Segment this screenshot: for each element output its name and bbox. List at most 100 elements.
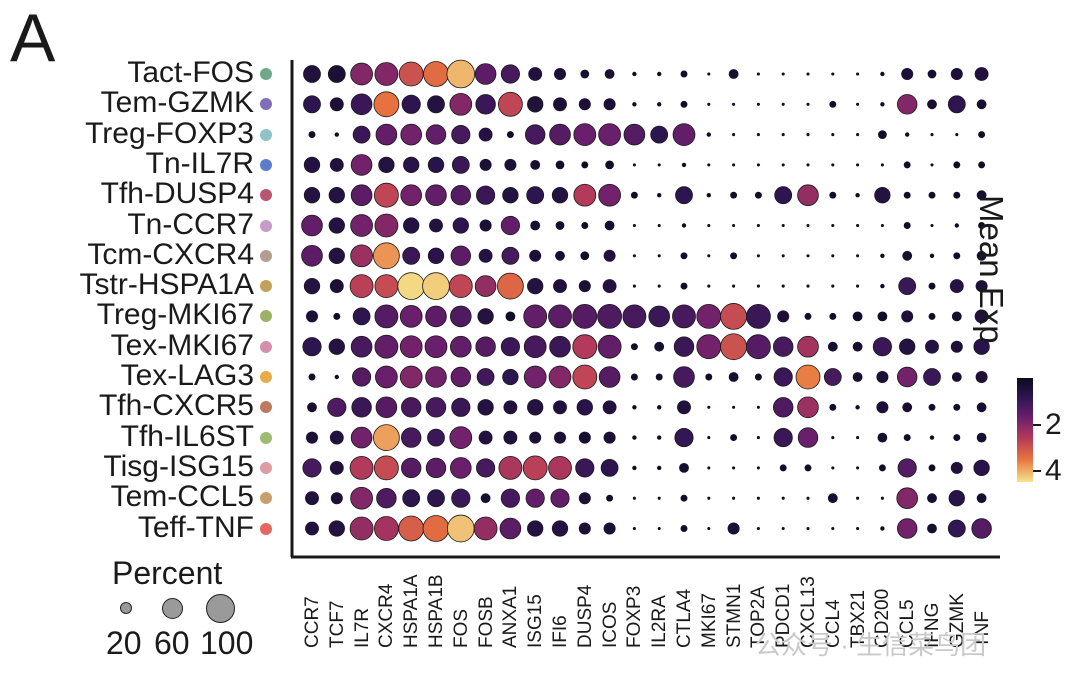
dot-tex-lag3-cxcr4 — [375, 365, 398, 389]
dot-tex-mki67-tnf — [973, 338, 990, 355]
dot-tfh-dusp4-tbx21 — [855, 193, 860, 198]
dot-tem-gzmk-cxcr4 — [373, 91, 400, 118]
dot-tstr-hspa1a-mki67 — [707, 284, 711, 288]
dot-tisg-isg15-tnf — [973, 459, 990, 477]
dot-tfh-dusp4-ifi6 — [551, 187, 569, 204]
dot-treg-foxp3-fosb — [478, 127, 493, 142]
dot-treg-foxp3-tcf7 — [334, 132, 339, 137]
dot-tex-lag3-ifi6 — [548, 365, 572, 389]
dot-tact-fos-tbx21 — [856, 72, 860, 76]
dot-tn-ccr7-stmn1 — [732, 223, 736, 228]
dot-tn-il7r-mki67 — [707, 163, 711, 167]
dot-tem-ccl5-ccl4 — [827, 493, 838, 504]
dot-treg-foxp3-ctla4 — [672, 123, 696, 146]
dot-tfh-dusp4-cxcl13 — [797, 184, 819, 207]
size-legend-circle-60 — [162, 598, 183, 619]
dot-treg-foxp3-hspa1a — [400, 123, 423, 146]
dot-tisg-isg15-ifi6 — [548, 455, 572, 480]
dot-treg-foxp3-stmn1 — [732, 133, 736, 137]
dot-tfh-cxcr5-cd200 — [876, 401, 889, 414]
dot-tfh-cxcr5-il7r — [351, 397, 372, 418]
dot-tfh-dusp4-gzmk — [953, 191, 961, 199]
dot-tem-gzmk-ccl5 — [897, 94, 918, 115]
dot-treg-mki67-stmn1 — [720, 303, 747, 330]
dot-tstr-hspa1a-ctla4 — [680, 282, 688, 290]
dot-tfh-il6st-tcf7 — [329, 430, 344, 445]
dot-tcm-cxcr4-cxcl13 — [806, 254, 810, 258]
dot-tfh-cxcr5-isg15 — [527, 399, 544, 416]
dot-tfh-il6st-ccr7 — [306, 431, 318, 444]
dot-tex-mki67-cxcr4 — [374, 334, 399, 359]
dot-tn-il7r-ccr7 — [303, 156, 321, 174]
dot-tcm-cxcr4-gzmk — [953, 252, 961, 260]
dot-teff-tnf-hspa1a — [398, 515, 425, 542]
dot-tex-lag3-il2ra — [655, 373, 663, 381]
dot-treg-mki67-fos — [449, 305, 472, 328]
dot-tem-ccl5-cxcl13 — [806, 496, 810, 500]
dot-tex-lag3-il7r — [352, 367, 372, 387]
x-label-dusp4: DUSP4 — [574, 584, 596, 648]
dot-tem-gzmk-isg15 — [527, 96, 544, 113]
x-label-il7r: IL7R — [351, 607, 373, 648]
dot-tfh-dusp4-isg15 — [526, 186, 545, 205]
dot-tfh-dusp4-ifng — [928, 191, 936, 199]
dot-tn-il7r-fos — [451, 156, 470, 174]
dot-tex-mki67-ccr7 — [302, 337, 322, 357]
dot-tn-il7r-ctla4 — [681, 162, 687, 168]
dot-tn-il7r-isg15 — [530, 160, 541, 170]
colorbar — [1017, 378, 1033, 482]
dot-tn-il7r-tnf — [978, 161, 986, 169]
dot-tact-fos-tcf7 — [327, 65, 346, 83]
size-legend-circle-100 — [206, 594, 235, 623]
dot-tn-ccr7-isg15 — [530, 220, 541, 231]
dot-tem-ccl5-ifng — [927, 493, 937, 504]
dot-tem-ccl5-fosb — [480, 493, 491, 504]
row-label-teff-tnf: Teff-TNF — [137, 510, 254, 544]
dot-treg-mki67-cxcr4 — [374, 304, 399, 329]
dot-tisg-isg15-gzmk — [950, 461, 963, 474]
dot-tem-gzmk-cxcl13 — [806, 102, 810, 106]
dot-tn-ccr7-ccl5 — [903, 222, 911, 229]
dot-tem-gzmk-dusp4 — [578, 98, 591, 111]
dot-tstr-hspa1a-hspa1b — [422, 272, 450, 300]
dot-tn-il7r-hspa1a — [403, 156, 420, 174]
dot-treg-mki67-tbx21 — [852, 311, 863, 322]
dot-tstr-hspa1a-tcf7 — [329, 279, 344, 294]
row-label-tfh-cxcr5: Tfh-CXCR5 — [98, 389, 254, 423]
dot-treg-foxp3-ccr7 — [308, 131, 316, 139]
dot-tn-il7r-icos — [605, 160, 614, 170]
dot-tfh-cxcr5-top2a — [756, 405, 760, 409]
dot-tisg-isg15-icos — [600, 459, 619, 477]
dot-tfh-il6st-il2ra — [657, 435, 662, 440]
dot-tex-lag3-fos — [450, 366, 472, 388]
panel-label: A — [10, 0, 56, 76]
color-legend-title: Mean Exp — [973, 195, 1010, 344]
row-label-tact-fos: Tact-FOS — [127, 56, 254, 89]
dot-tfh-dusp4-hspa1b — [425, 184, 447, 207]
dot-tex-mki67-stmn1 — [720, 333, 747, 361]
dot-treg-mki67-cxcl13 — [804, 312, 812, 320]
row-color-dot-tn-il7r — [260, 158, 272, 171]
dot-tact-fos-dusp4 — [580, 69, 590, 79]
dot-tfh-dusp4-icos — [598, 183, 621, 207]
dot-tex-mki67-fosb — [475, 336, 496, 357]
row-label-treg-foxp3: Treg-FOXP3 — [85, 116, 254, 150]
dot-tfh-cxcr5-stmn1 — [732, 405, 736, 409]
dot-tcm-cxcr4-tbx21 — [856, 254, 860, 258]
dot-tfh-cxcr5-tnf — [976, 402, 987, 413]
dot-teff-tnf-dusp4 — [578, 522, 591, 535]
dot-tstr-hspa1a-tnf — [975, 280, 988, 293]
dot-tcm-cxcr4-anxa1 — [501, 246, 520, 265]
row-color-dot-tex-lag3 — [260, 371, 272, 383]
dot-tfh-cxcr5-pdcd1 — [773, 397, 794, 418]
dot-treg-mki67-hspa1b — [425, 305, 447, 328]
dot-tem-ccl5-icos — [606, 494, 614, 502]
dot-tfh-dusp4-anxa1 — [502, 187, 519, 204]
dot-tstr-hspa1a-il2ra — [657, 284, 661, 288]
dot-tact-fos-cxcr4 — [374, 62, 399, 86]
dot-tact-fos-fosb — [474, 63, 497, 85]
dot-tact-fos-top2a — [756, 72, 760, 76]
dot-tex-lag3-ccl4 — [823, 368, 842, 386]
dot-tex-mki67-icos — [597, 334, 622, 359]
dot-tcm-cxcr4-icos — [603, 249, 616, 262]
